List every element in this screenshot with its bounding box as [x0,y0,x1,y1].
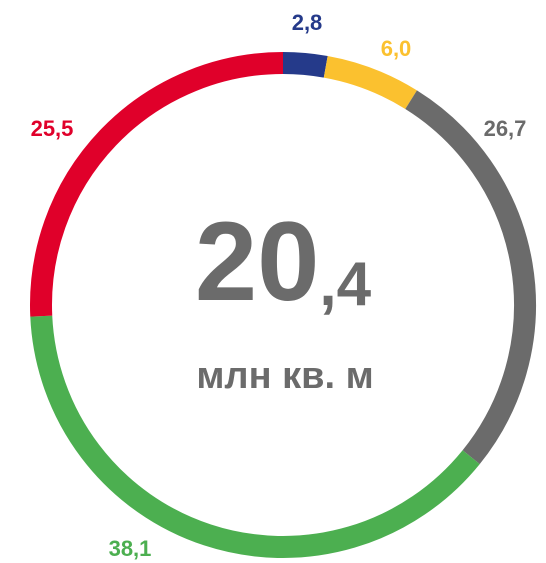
center-value-decimal: ,4 [319,250,371,319]
donut-segment [282,52,328,78]
value-label: 6,0 [381,36,412,61]
donut-segment [30,315,480,558]
donut-segment [405,90,536,465]
value-label: 25,5 [31,116,74,141]
donut-segment [30,52,284,317]
value-label: 26,7 [484,116,527,141]
center-value-integer: 20 [195,199,320,324]
center-unit: млн кв. м [196,355,373,397]
value-label: 38,1 [109,536,152,561]
value-label: 2,8 [292,10,323,35]
donut-segment [323,55,417,110]
